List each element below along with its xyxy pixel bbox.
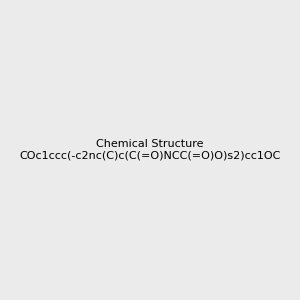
Text: Chemical Structure
COc1ccc(-c2nc(C)c(C(=O)NCC(=O)O)s2)cc1OC: Chemical Structure COc1ccc(-c2nc(C)c(C(=… (19, 139, 281, 161)
